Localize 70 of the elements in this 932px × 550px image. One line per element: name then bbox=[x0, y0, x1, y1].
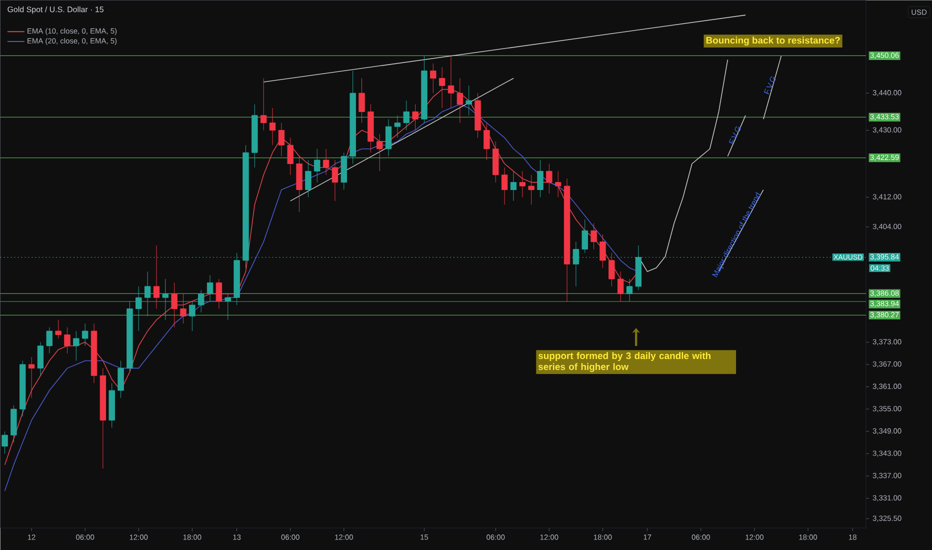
annotation: support formed by 3 daily candle with series of higher low bbox=[538, 352, 710, 372]
candlestick bbox=[224, 294, 231, 320]
candlestick bbox=[600, 234, 606, 268]
candlestick bbox=[118, 360, 124, 398]
candlestick bbox=[73, 330, 80, 362]
candlestick bbox=[412, 104, 418, 131]
candlestick bbox=[501, 167, 508, 205]
candlestick bbox=[358, 78, 365, 124]
candlestick bbox=[37, 342, 44, 376]
candlestick bbox=[510, 170, 517, 202]
candlestick bbox=[484, 122, 490, 160]
candlestick bbox=[90, 323, 98, 384]
candlestick bbox=[385, 118, 392, 157]
candlestick bbox=[438, 66, 446, 108]
candlestick bbox=[144, 271, 151, 316]
candlestick bbox=[2, 431, 8, 454]
candlestick bbox=[564, 178, 570, 302]
candlestick bbox=[100, 368, 106, 469]
candlestick bbox=[332, 160, 338, 202]
candlestick bbox=[492, 141, 499, 183]
candlestick bbox=[403, 100, 410, 131]
candlestick bbox=[368, 104, 374, 153]
candlestick bbox=[108, 382, 115, 428]
candlestick bbox=[456, 78, 464, 124]
candlestick bbox=[582, 219, 588, 254]
candlestick bbox=[305, 160, 312, 198]
candlestick bbox=[162, 278, 169, 320]
candlestick bbox=[260, 78, 267, 131]
candlestick bbox=[64, 327, 70, 354]
candlestick bbox=[519, 170, 526, 198]
candlestick bbox=[82, 323, 88, 346]
candlestick bbox=[189, 301, 196, 332]
candlestick bbox=[20, 360, 26, 417]
candlestick bbox=[474, 92, 481, 138]
candlestick bbox=[314, 148, 320, 183]
candlestick bbox=[590, 222, 597, 250]
annotation: Bouncing back to resistance? bbox=[706, 36, 840, 46]
candlestick bbox=[296, 156, 302, 212]
candlestick bbox=[537, 160, 544, 198]
candlestick bbox=[171, 282, 178, 328]
candlestick bbox=[546, 163, 552, 194]
candlestick bbox=[350, 70, 356, 164]
candlestick bbox=[376, 134, 383, 172]
candlestick bbox=[608, 252, 615, 287]
candlestick bbox=[28, 356, 35, 398]
candlestick bbox=[466, 85, 472, 116]
candlestick bbox=[617, 271, 624, 302]
candlestick bbox=[394, 115, 401, 138]
candlestick bbox=[340, 152, 348, 190]
candlestick bbox=[136, 286, 142, 332]
candlestick bbox=[448, 56, 454, 108]
candlestick bbox=[216, 278, 222, 309]
candlestick bbox=[46, 327, 52, 354]
candlestick bbox=[55, 320, 62, 339]
candlestick bbox=[322, 148, 330, 176]
candlestick bbox=[206, 275, 214, 302]
candlestick bbox=[555, 170, 562, 198]
candlestick bbox=[252, 104, 258, 168]
candlestick bbox=[153, 245, 160, 309]
candlestick bbox=[10, 405, 17, 443]
candlestick bbox=[198, 290, 204, 313]
candlestick bbox=[528, 174, 534, 205]
candlestick bbox=[626, 278, 633, 302]
candlestick bbox=[287, 137, 294, 176]
candlestick bbox=[269, 108, 276, 146]
candlestick bbox=[126, 301, 133, 372]
candlestick bbox=[180, 294, 186, 324]
candlestick bbox=[278, 122, 285, 157]
candlestick bbox=[421, 56, 428, 124]
candlestick bbox=[430, 63, 436, 94]
